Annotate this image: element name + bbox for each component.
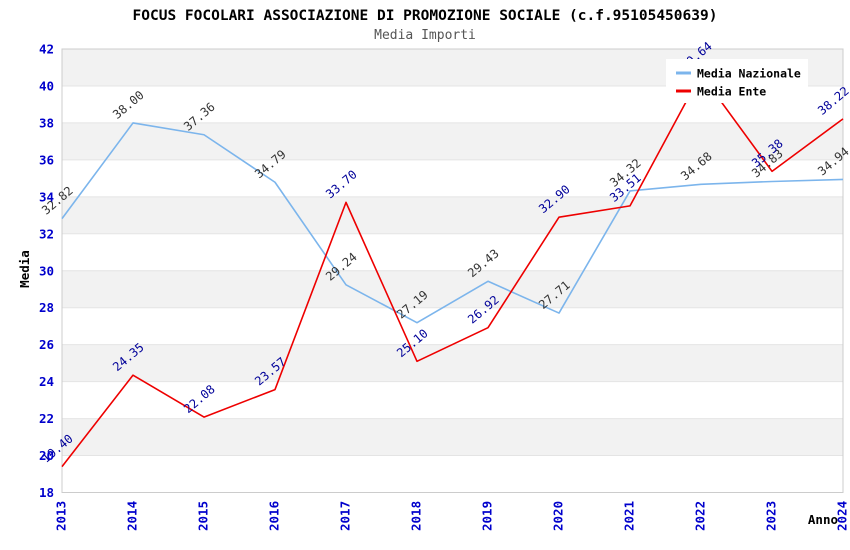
y-tick-label: 36 <box>39 152 54 167</box>
plot-bands <box>62 49 843 456</box>
legend-item-media-ente[interactable]: Media Ente <box>676 85 766 99</box>
x-tick-label: 2019 <box>480 501 495 531</box>
y-tick-label: 22 <box>39 411 54 426</box>
y-tick-label: 26 <box>39 337 54 352</box>
y-tick-label: 20 <box>39 448 54 463</box>
x-tick-label: 2014 <box>125 501 140 531</box>
data-label: 38.22 <box>815 84 850 118</box>
y-tick-label: 18 <box>39 485 54 500</box>
legend-label-ente[interactable]: Media Ente <box>697 85 766 99</box>
plot-band <box>62 196 843 234</box>
plot-border <box>61 48 844 493</box>
x-axis-labels: 2013 2014 2015 2016 2017 2018 2019 2020 2021 2022… <box>54 501 850 531</box>
x-tick-label: 2013 <box>54 501 69 531</box>
legend: Media Nazionale Media Ente <box>666 59 808 103</box>
chart-subtitle: Media Importi <box>374 28 476 43</box>
x-tick-label: 2017 <box>338 501 353 531</box>
y-tick-label: 38 <box>39 115 54 130</box>
x-tick-label: 2016 <box>267 501 282 531</box>
y-tick-label: 24 <box>39 374 54 389</box>
data-label: 33.70 <box>323 167 360 201</box>
series-line-media-nazionale <box>61 122 844 324</box>
legend-label-nazionale[interactable]: Media Nazionale <box>697 67 801 81</box>
x-tick-label: 2018 <box>409 501 424 531</box>
plot-band <box>62 344 843 382</box>
data-label: 38.00 <box>110 88 147 122</box>
y-tick-label: 32 <box>39 226 54 241</box>
x-axis-title: Anno <box>808 512 838 527</box>
y-tick-label: 42 <box>39 42 54 57</box>
y-tick-label: 34 <box>39 189 54 204</box>
chart-title: FOCUS FOCOLARI ASSOCIAZIONE DI PROMOZION… <box>133 8 718 24</box>
y-axis-labels: 18 20 22 24 26 28 30 32 34 36 38 40 42 <box>39 42 54 501</box>
plot-band <box>62 418 843 456</box>
x-tick-label: 2022 <box>693 501 708 531</box>
data-label: 22.08 <box>181 382 218 416</box>
y-tick-label: 40 <box>39 78 54 93</box>
legend-item-media-nazionale[interactable]: Media Nazionale <box>676 67 801 81</box>
plot-band <box>62 122 843 160</box>
y-tick-label: 30 <box>39 263 54 278</box>
legend-box <box>666 59 808 103</box>
x-tick-label: 2024 <box>835 501 850 531</box>
x-tick-label: 2023 <box>764 501 779 531</box>
y-axis-title: Media <box>17 250 32 288</box>
x-tick-label: 2015 <box>196 501 211 531</box>
y-tick-label: 28 <box>39 300 54 315</box>
x-tick-label: 2020 <box>551 501 566 531</box>
x-tick-label: 2021 <box>622 501 637 531</box>
